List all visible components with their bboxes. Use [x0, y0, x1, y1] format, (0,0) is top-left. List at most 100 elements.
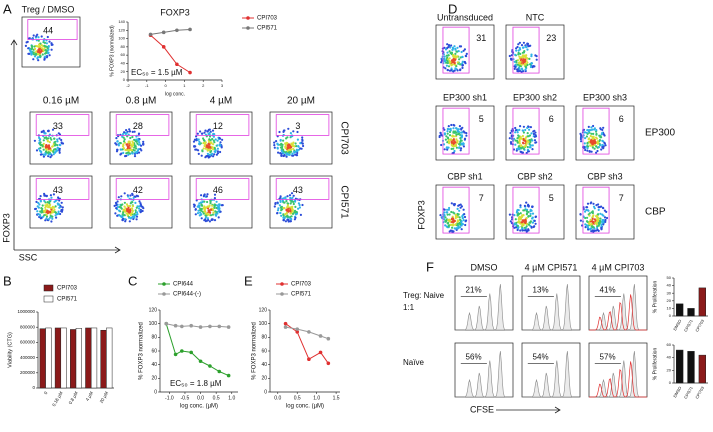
flow-event — [516, 63, 519, 66]
flow-event — [517, 145, 520, 148]
flow-event — [459, 69, 462, 72]
flow-event — [462, 208, 465, 211]
flow-event — [297, 148, 300, 151]
bar — [676, 349, 684, 384]
flow-event — [452, 224, 455, 227]
data-point — [188, 27, 192, 32]
x-tick-label: CPI571 — [683, 385, 694, 400]
flow-event — [443, 55, 446, 58]
flow-event — [275, 140, 278, 143]
flow-event — [595, 151, 598, 154]
y-tick-label: 100 — [149, 321, 158, 327]
flow-event — [602, 133, 605, 136]
y-tick-label: 10 — [667, 305, 672, 310]
flow-event — [451, 144, 454, 147]
flow-event — [282, 139, 285, 142]
flow-event — [524, 221, 527, 224]
flow-event — [58, 206, 61, 209]
x-tick-label: 1.5 — [333, 395, 340, 401]
flow-event — [601, 131, 604, 135]
y-tick-label: 40 — [261, 362, 267, 368]
flow-event — [280, 205, 283, 208]
x-tick-label: 4 µM — [85, 390, 95, 401]
flow-event — [455, 227, 458, 230]
flow-event — [529, 139, 532, 142]
flow-event — [138, 200, 141, 203]
bar — [698, 287, 706, 317]
flow-event — [211, 152, 214, 155]
flow-event — [593, 207, 596, 210]
flow-event — [580, 140, 583, 143]
flow-event — [458, 204, 461, 207]
flow-event — [46, 55, 49, 58]
gate-percent: 13% — [533, 286, 549, 295]
flow-event — [527, 140, 530, 143]
flow-event — [127, 209, 130, 212]
flow-event — [535, 58, 538, 61]
flow-event — [116, 200, 119, 203]
flow-event — [586, 149, 589, 152]
flow-event — [462, 145, 465, 148]
flow-event — [522, 219, 526, 222]
gate — [115, 178, 170, 200]
flow-event — [534, 134, 537, 137]
flow-event — [586, 147, 589, 150]
flow-event — [520, 58, 523, 61]
legend-label: CPI571 — [57, 297, 78, 303]
flow-event — [284, 146, 287, 149]
flow-event — [283, 129, 286, 132]
flow-event — [452, 127, 455, 130]
gate-percent: 3 — [295, 121, 300, 131]
flow-event — [585, 208, 588, 212]
flow-event — [515, 59, 518, 62]
flow-event — [39, 215, 42, 218]
flow-event — [51, 128, 55, 131]
x-tick-label: 1.0 — [228, 395, 235, 401]
flow-event — [134, 209, 137, 212]
flow-event — [446, 146, 449, 149]
flow-event — [590, 211, 593, 214]
flow-event — [593, 227, 596, 230]
flow-event — [450, 63, 453, 66]
legend-label: CPI644-(-) — [173, 292, 201, 298]
flow-event — [131, 152, 134, 155]
flow-event — [458, 209, 461, 212]
group-label: CBP — [645, 207, 666, 218]
flow-event — [221, 138, 224, 141]
flow-event — [514, 129, 518, 132]
flow-event — [276, 209, 280, 212]
flow-event — [141, 209, 144, 213]
flow-event — [589, 144, 592, 147]
flow-event — [292, 200, 295, 203]
flow-event — [280, 214, 283, 217]
flow-event — [522, 142, 525, 145]
flow-event — [514, 53, 517, 57]
flow-event — [521, 54, 525, 57]
flow-event — [508, 213, 511, 216]
flow-event — [531, 205, 534, 208]
flow-event — [599, 217, 602, 220]
gate-percent: 28 — [133, 121, 143, 131]
flow-event — [523, 60, 526, 64]
flow-event — [531, 221, 535, 224]
flow-event — [198, 204, 201, 207]
flow-event — [32, 53, 35, 56]
flow-event — [531, 217, 534, 220]
flow-event — [286, 208, 289, 211]
flow-event — [453, 59, 456, 62]
flow-event — [455, 50, 458, 53]
flow-event — [514, 226, 518, 229]
flow-event — [197, 152, 200, 155]
flow-event — [519, 60, 522, 64]
flow-event — [54, 214, 57, 217]
flow-event — [456, 207, 459, 210]
y-axis-label: % Proliferation — [652, 281, 658, 314]
flow-event — [527, 211, 530, 214]
flow-event — [455, 133, 458, 136]
flow-event — [445, 54, 448, 57]
flow-event — [446, 60, 449, 63]
flow-event — [47, 153, 50, 156]
y-tick-label: 800000 — [20, 324, 36, 329]
axis-arrow — [496, 406, 561, 414]
y-axis-label: FOXP3 — [416, 200, 426, 230]
